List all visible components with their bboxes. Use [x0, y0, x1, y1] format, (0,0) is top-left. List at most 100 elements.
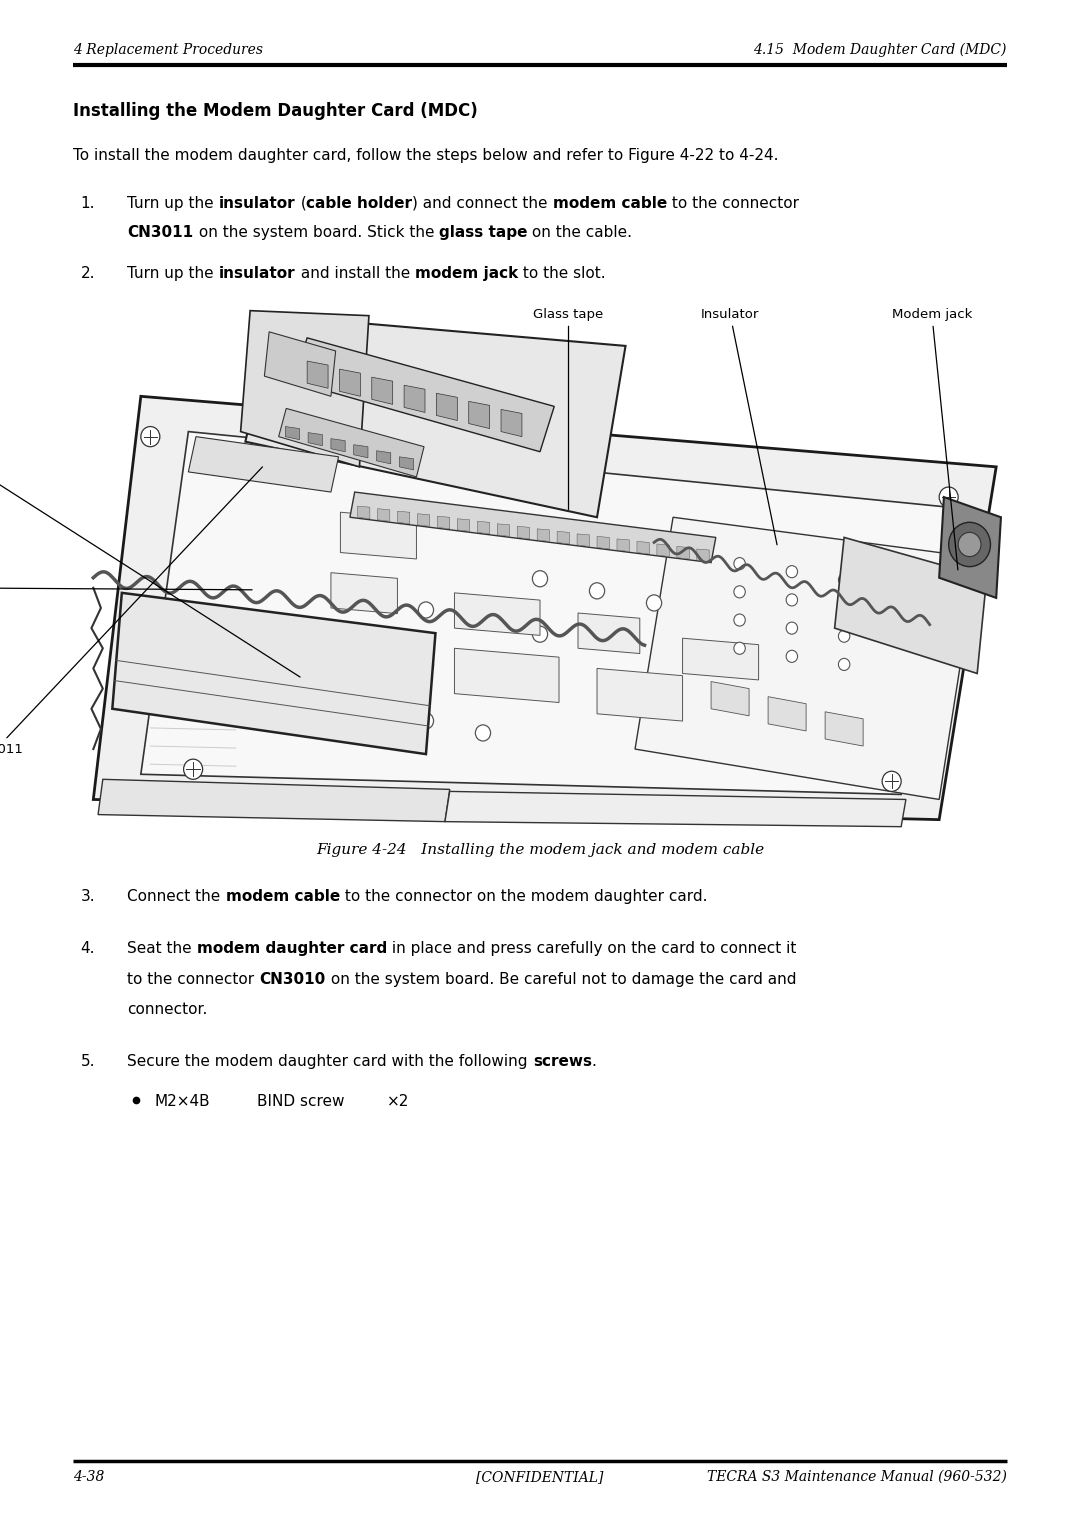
Text: M2×4B: M2×4B	[154, 1094, 211, 1109]
Polygon shape	[637, 541, 649, 555]
Polygon shape	[265, 332, 336, 396]
Circle shape	[418, 602, 433, 617]
Polygon shape	[93, 396, 996, 819]
Polygon shape	[417, 513, 430, 526]
Circle shape	[882, 772, 901, 792]
Polygon shape	[112, 593, 435, 755]
Polygon shape	[307, 361, 328, 388]
Circle shape	[734, 614, 745, 626]
Text: to the connector: to the connector	[667, 196, 799, 211]
Polygon shape	[357, 506, 369, 520]
Circle shape	[734, 558, 745, 570]
Text: Turn up the: Turn up the	[127, 266, 219, 281]
Text: 4.: 4.	[81, 941, 95, 957]
Circle shape	[475, 724, 490, 741]
Text: .: .	[592, 1054, 596, 1070]
Text: modem cable: modem cable	[226, 889, 340, 905]
Text: insulator: insulator	[219, 196, 296, 211]
Circle shape	[838, 602, 850, 614]
Polygon shape	[617, 539, 630, 552]
Text: 5.: 5.	[81, 1054, 95, 1070]
Text: CN3011: CN3011	[0, 468, 262, 755]
Circle shape	[958, 532, 981, 556]
Text: Insulator: Insulator	[701, 307, 777, 545]
Polygon shape	[397, 512, 409, 524]
Polygon shape	[940, 497, 1001, 597]
Polygon shape	[330, 628, 417, 681]
Circle shape	[532, 570, 548, 587]
Circle shape	[532, 626, 548, 642]
Text: TECRA S3 Maintenance Manual (960-532): TECRA S3 Maintenance Manual (960-532)	[706, 1470, 1007, 1484]
Circle shape	[838, 659, 850, 671]
Text: screws: screws	[532, 1054, 592, 1070]
Polygon shape	[350, 492, 716, 562]
Text: Modem jack: Modem jack	[892, 307, 972, 570]
Text: 4.15  Modem Daughter Card (MDC): 4.15 Modem Daughter Card (MDC)	[753, 43, 1007, 57]
Polygon shape	[517, 526, 529, 539]
Text: (: (	[296, 196, 307, 211]
Text: CN3011: CN3011	[127, 225, 193, 240]
Polygon shape	[436, 393, 457, 420]
Text: Turn up the: Turn up the	[127, 196, 219, 211]
Text: BIND screw: BIND screw	[257, 1094, 345, 1109]
Circle shape	[184, 759, 203, 779]
Circle shape	[838, 630, 850, 642]
Polygon shape	[455, 648, 559, 703]
Polygon shape	[577, 533, 590, 547]
Circle shape	[734, 642, 745, 654]
Polygon shape	[98, 779, 449, 822]
Circle shape	[362, 645, 377, 662]
Circle shape	[786, 622, 797, 634]
Circle shape	[647, 594, 662, 611]
Text: modem daughter card: modem daughter card	[197, 941, 388, 957]
Polygon shape	[455, 593, 540, 636]
Text: and install the: and install the	[296, 266, 415, 281]
Circle shape	[140, 426, 160, 446]
Text: in place and press carefully on the card to connect it: in place and press carefully on the card…	[388, 941, 797, 957]
Text: to the slot.: to the slot.	[518, 266, 606, 281]
Circle shape	[418, 657, 433, 674]
Text: ) and connect the: ) and connect the	[413, 196, 553, 211]
Polygon shape	[597, 668, 683, 721]
Text: to the connector: to the connector	[127, 972, 259, 987]
Circle shape	[940, 487, 958, 507]
Polygon shape	[677, 547, 689, 559]
Polygon shape	[340, 512, 417, 559]
Text: 1.: 1.	[81, 196, 95, 211]
Text: 4-38: 4-38	[73, 1470, 105, 1484]
Text: on the system board. Be careful not to damage the card and: on the system board. Be careful not to d…	[326, 972, 796, 987]
Polygon shape	[457, 520, 470, 532]
Text: Figure 4-24   Installing the modem jack and modem cable: Figure 4-24 Installing the modem jack an…	[316, 843, 764, 857]
Circle shape	[786, 594, 797, 607]
Text: connector.: connector.	[127, 1002, 207, 1018]
Text: Modem cable: Modem cable	[0, 581, 252, 594]
Polygon shape	[497, 524, 510, 536]
Polygon shape	[635, 518, 977, 799]
Circle shape	[590, 582, 605, 599]
Polygon shape	[537, 529, 550, 541]
Polygon shape	[557, 532, 569, 544]
Text: insulator: insulator	[219, 266, 296, 281]
Circle shape	[418, 712, 433, 729]
Circle shape	[734, 585, 745, 597]
Text: to the connector on the modem daughter card.: to the connector on the modem daughter c…	[340, 889, 707, 905]
Polygon shape	[372, 377, 393, 405]
Polygon shape	[330, 573, 397, 614]
Text: modem jack: modem jack	[415, 266, 518, 281]
Polygon shape	[378, 509, 390, 521]
Text: Seat the: Seat the	[127, 941, 197, 957]
Polygon shape	[339, 370, 361, 396]
Polygon shape	[404, 385, 426, 413]
Text: 3.: 3.	[80, 889, 95, 905]
Text: cable holder: cable holder	[307, 196, 413, 211]
Polygon shape	[279, 408, 424, 477]
Circle shape	[475, 669, 490, 686]
Polygon shape	[330, 439, 346, 452]
Text: 2.: 2.	[81, 266, 95, 281]
Circle shape	[362, 590, 377, 607]
Polygon shape	[293, 338, 554, 452]
Text: Insulator
(cable holder): Insulator (cable holder)	[0, 432, 300, 677]
Polygon shape	[683, 639, 758, 680]
Polygon shape	[241, 310, 369, 468]
Circle shape	[362, 701, 377, 717]
